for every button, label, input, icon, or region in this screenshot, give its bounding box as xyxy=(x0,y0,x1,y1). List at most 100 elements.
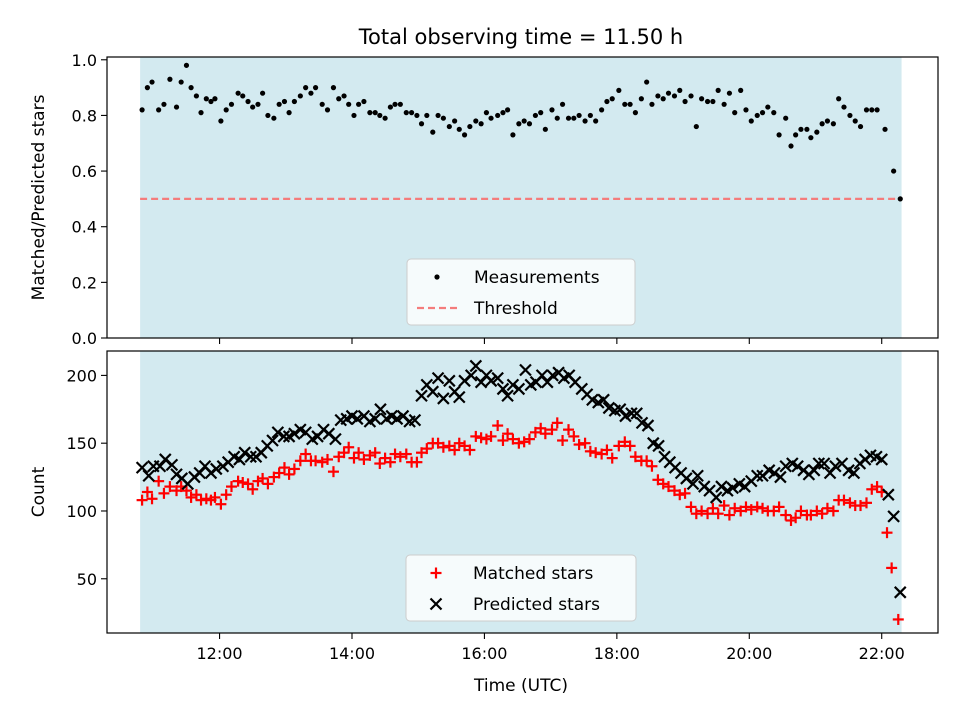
data-point xyxy=(838,494,850,506)
data-point xyxy=(238,446,252,459)
data-point xyxy=(308,90,314,96)
data-point xyxy=(652,439,665,453)
data-point xyxy=(421,443,433,455)
data-point xyxy=(353,447,365,459)
data-point xyxy=(276,101,282,107)
data-point xyxy=(452,118,458,124)
data-point xyxy=(424,112,430,119)
data-point xyxy=(814,129,820,135)
data-point xyxy=(542,126,548,132)
x-tick-label: 22:00 xyxy=(859,644,905,663)
data-point xyxy=(158,487,170,499)
data-point xyxy=(456,126,462,132)
data-point xyxy=(532,112,539,119)
data-point xyxy=(443,374,456,388)
data-point xyxy=(288,427,301,440)
data-point xyxy=(377,112,383,119)
data-point xyxy=(408,413,422,427)
data-point xyxy=(397,101,403,107)
x-tick-label: 12:00 xyxy=(197,644,243,663)
data-point xyxy=(601,444,613,456)
data-point xyxy=(203,96,209,102)
data-point xyxy=(394,451,406,463)
data-point xyxy=(510,132,516,138)
legend-marker xyxy=(434,274,440,280)
data-point xyxy=(260,90,266,96)
data-point xyxy=(627,101,633,107)
data-point xyxy=(729,502,741,514)
data-point xyxy=(488,115,494,121)
data-point xyxy=(745,504,757,516)
data-point xyxy=(765,104,771,110)
data-point xyxy=(435,112,441,119)
data-point xyxy=(291,98,297,105)
data-point xyxy=(215,498,227,510)
data-point xyxy=(759,110,766,116)
data-point xyxy=(549,107,555,113)
data-point xyxy=(696,505,708,517)
data-point xyxy=(807,464,821,477)
data-point xyxy=(452,390,466,404)
data-point xyxy=(613,440,625,452)
data-point xyxy=(437,392,450,405)
data-point xyxy=(300,448,312,460)
data-point xyxy=(646,460,658,472)
data-point xyxy=(804,126,810,132)
data-point xyxy=(630,407,643,420)
data-point xyxy=(506,378,520,392)
data-point xyxy=(554,115,560,121)
data-point xyxy=(704,98,711,105)
data-point xyxy=(372,110,378,116)
data-point xyxy=(244,450,257,464)
data-point xyxy=(516,121,522,127)
data-point xyxy=(836,96,842,102)
legend-label: Threshold xyxy=(473,299,558,319)
data-point xyxy=(218,118,224,124)
data-point xyxy=(773,501,785,513)
data-point xyxy=(273,467,285,479)
data-point xyxy=(557,434,569,446)
legend-box xyxy=(405,554,637,622)
data-point xyxy=(519,363,532,377)
data-point xyxy=(278,462,290,474)
data-point xyxy=(418,121,425,127)
data-point xyxy=(467,123,473,130)
data-point xyxy=(682,98,688,105)
data-point xyxy=(437,441,449,453)
data-point xyxy=(303,85,309,91)
y-tick-label: 150 xyxy=(66,434,97,453)
data-point xyxy=(329,432,342,446)
data-point xyxy=(164,481,176,493)
data-point xyxy=(341,93,347,99)
data-point xyxy=(776,132,782,138)
y-tick-label: 0.8 xyxy=(72,106,97,125)
data-point xyxy=(470,430,482,442)
y-tick-label: 50 xyxy=(77,570,97,589)
data-point xyxy=(677,87,683,93)
axes-frame xyxy=(106,350,939,634)
data-point xyxy=(881,527,893,539)
data-point xyxy=(821,502,833,514)
data-point xyxy=(847,466,861,480)
data-point xyxy=(266,434,279,447)
data-point xyxy=(551,417,563,429)
data-point xyxy=(209,491,221,503)
data-point xyxy=(841,104,847,110)
data-point xyxy=(188,85,194,91)
y-tick-label: 0.6 xyxy=(72,162,97,181)
data-point xyxy=(336,96,342,102)
data-point xyxy=(430,129,436,135)
data-point xyxy=(710,98,716,105)
data-point xyxy=(400,448,412,460)
legend: Measurements Threshold xyxy=(406,258,636,326)
legend-label: Matched stars xyxy=(473,564,593,584)
data-point xyxy=(686,477,700,491)
data-point xyxy=(288,463,300,475)
data-point xyxy=(473,118,479,124)
legend-marker xyxy=(430,567,442,579)
data-point xyxy=(721,101,727,107)
data-point xyxy=(712,508,724,520)
data-point xyxy=(629,451,641,463)
data-point xyxy=(715,480,728,493)
data-point xyxy=(271,426,285,439)
